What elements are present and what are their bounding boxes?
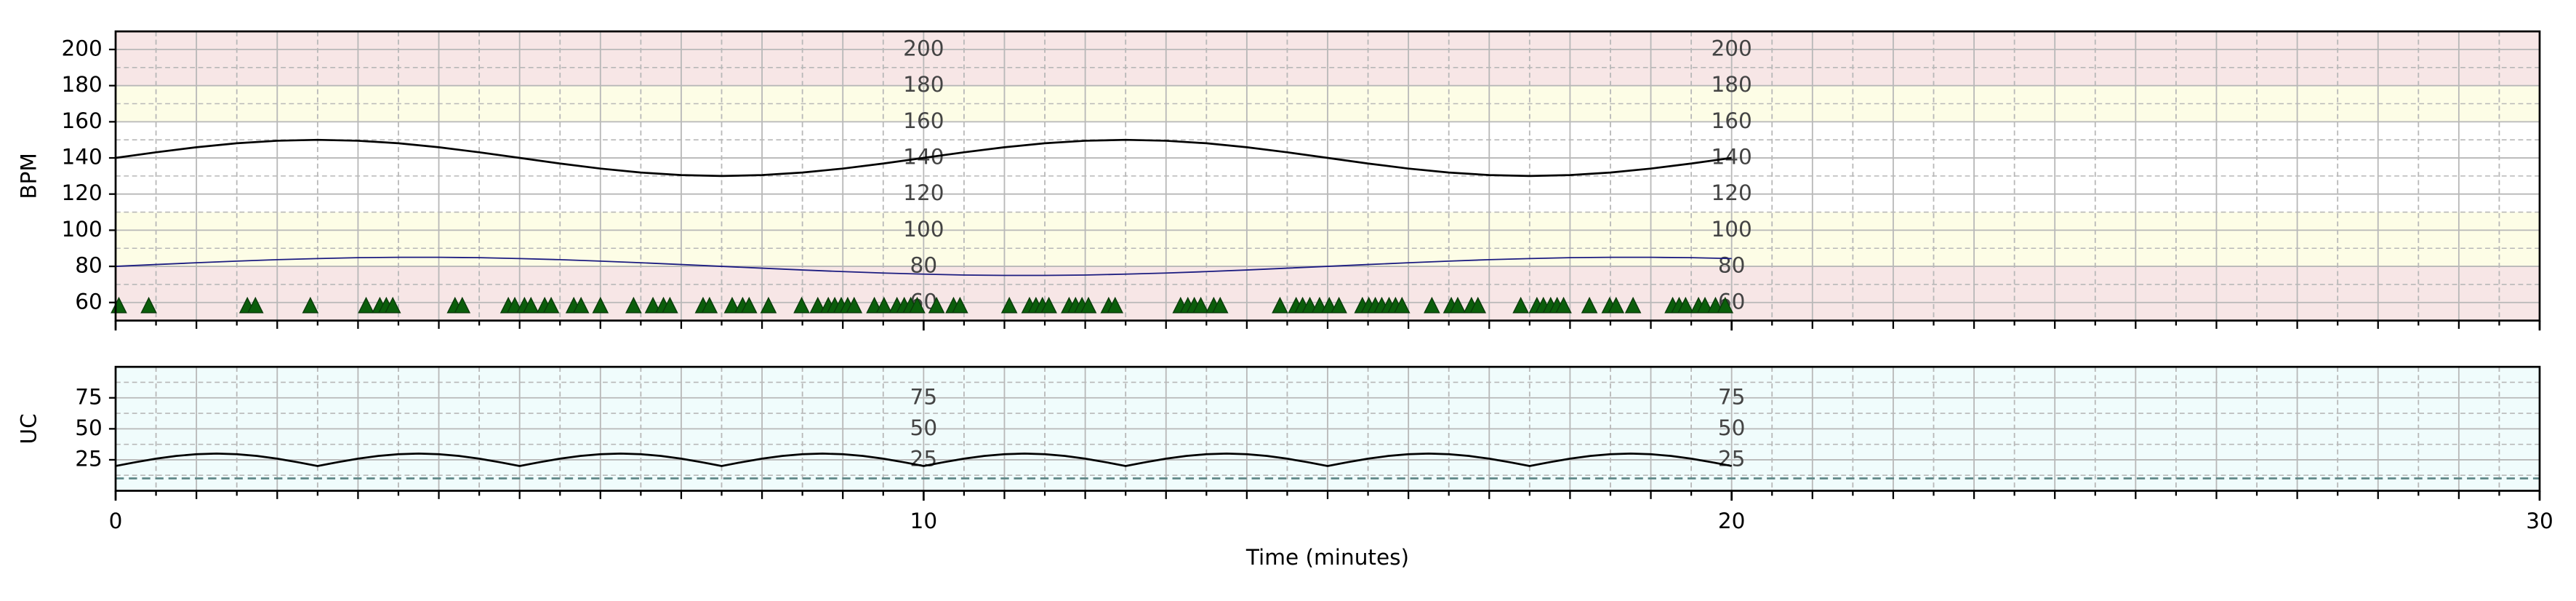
inner-y-tick-label: 180 — [903, 72, 944, 97]
marker — [592, 296, 609, 314]
x-axis-label: Time (minutes) — [1245, 545, 1409, 570]
marker — [909, 296, 926, 314]
y-tick-label: 50 — [75, 415, 103, 440]
marker — [1677, 296, 1694, 314]
marker — [644, 296, 662, 314]
marker — [1211, 296, 1229, 314]
inner-y-tick-label: 120 — [903, 180, 944, 205]
inner-y-tick-label: 100 — [903, 217, 944, 242]
inner-y-tick-label: 80 — [1718, 253, 1746, 278]
x-tick-label: 10 — [910, 509, 938, 533]
marker — [662, 296, 678, 314]
marker — [358, 296, 374, 314]
marker — [846, 296, 863, 314]
inner-y-tick-label: 200 — [1711, 36, 1752, 60]
marker — [1512, 296, 1529, 314]
marker — [522, 296, 539, 314]
y-tick-label: 25 — [75, 446, 103, 471]
marker — [1624, 296, 1642, 314]
y-tick-label: 200 — [62, 36, 103, 60]
marker — [1608, 296, 1625, 314]
data-line — [115, 453, 1732, 467]
inner-y-tick-label: 180 — [1711, 72, 1752, 97]
marker — [1449, 296, 1466, 314]
inner-y-tick-label: 25 — [1718, 446, 1746, 471]
inner-y-tick-label: 140 — [1711, 145, 1752, 170]
marker — [302, 296, 319, 314]
inner-y-tick-label: 160 — [1711, 108, 1752, 133]
marker — [625, 296, 642, 314]
marker — [760, 296, 777, 314]
data-line — [115, 138, 1732, 178]
marker — [875, 296, 893, 314]
marker — [928, 296, 945, 314]
marker — [1192, 296, 1209, 314]
plot-frame — [114, 30, 2541, 322]
y-axis-label: BPM — [16, 153, 41, 199]
marker — [140, 296, 157, 314]
marker — [1080, 296, 1097, 314]
y-tick-label: 120 — [62, 180, 103, 205]
y-tick-label: 160 — [62, 108, 103, 133]
marker — [793, 296, 810, 314]
plot-frame — [114, 365, 2541, 492]
x-tick-label: 30 — [2526, 509, 2553, 533]
x-tick-label: 20 — [1718, 509, 1746, 533]
marker — [952, 296, 968, 314]
inner-y-tick-label: 160 — [903, 108, 944, 133]
y-tick-label: 60 — [75, 289, 103, 314]
marker — [454, 296, 471, 314]
marker — [572, 296, 590, 314]
y-tick-label: 75 — [75, 384, 103, 409]
marker — [1717, 296, 1734, 314]
inner-y-tick-label: 50 — [1718, 415, 1746, 440]
y-tick-label: 80 — [75, 253, 103, 278]
marker — [1272, 296, 1288, 314]
y-axis-label: UC — [16, 413, 41, 444]
marker — [1424, 296, 1440, 314]
marker — [1331, 296, 1347, 314]
marker — [542, 296, 560, 314]
marker — [1393, 296, 1411, 314]
marker — [1107, 296, 1124, 314]
marker — [740, 296, 758, 314]
inner-y-tick-label: 75 — [1718, 384, 1746, 409]
marker — [1696, 296, 1714, 314]
y-tick-label: 180 — [62, 72, 103, 97]
marker — [723, 296, 741, 314]
marker — [1469, 296, 1487, 314]
marker — [1000, 296, 1018, 314]
inner-y-tick-label: 100 — [1711, 217, 1752, 242]
marker — [1555, 296, 1572, 314]
y-tick-label: 100 — [62, 217, 103, 242]
inner-y-tick-label: 120 — [1711, 180, 1752, 205]
inner-y-tick-label: 75 — [910, 384, 938, 409]
inner-y-tick-label: 25 — [910, 446, 938, 471]
y-tick-label: 140 — [62, 145, 103, 170]
inner-y-tick-label: 50 — [910, 415, 938, 440]
marker — [1581, 296, 1598, 314]
marker — [701, 296, 718, 314]
inner-y-tick-label: 200 — [903, 36, 944, 60]
data-line — [115, 256, 1732, 276]
marker — [1040, 296, 1057, 314]
marker — [246, 296, 264, 314]
marker — [809, 296, 827, 314]
x-tick-label: 0 — [109, 509, 123, 533]
marker — [384, 296, 401, 314]
